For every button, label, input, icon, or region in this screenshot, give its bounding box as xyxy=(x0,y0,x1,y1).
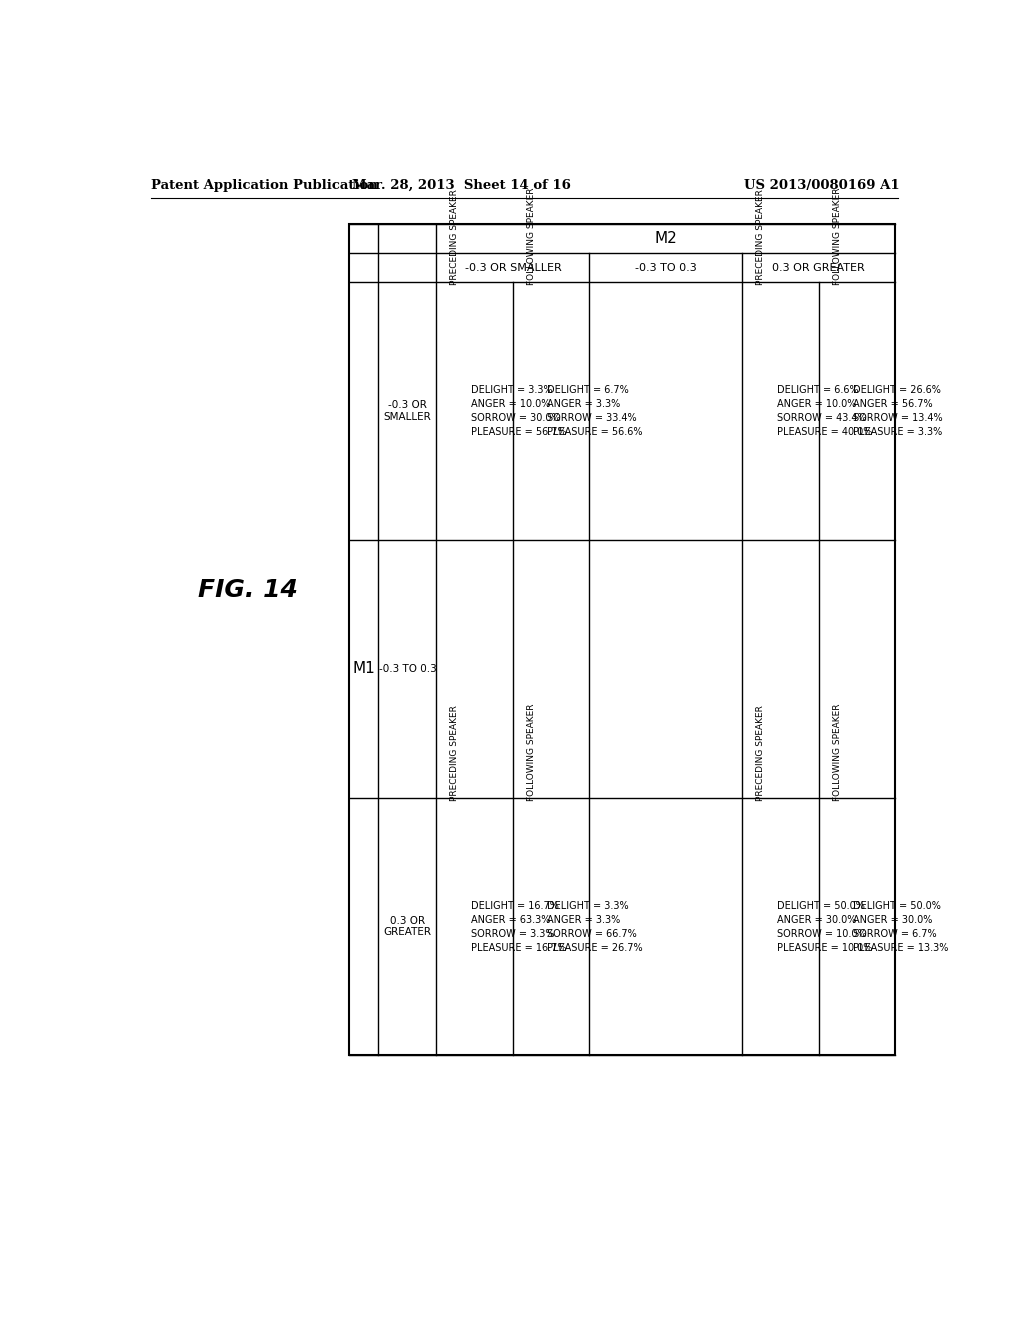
Text: DELIGHT = 6.6%
ANGER = 10.0%
SORROW = 43.4%
PLEASURE = 40.0%: DELIGHT = 6.6% ANGER = 10.0% SORROW = 43… xyxy=(777,385,872,437)
Text: M2: M2 xyxy=(654,231,677,246)
Text: DELIGHT = 3.3%
ANGER = 3.3%
SORROW = 66.7%
PLEASURE = 26.7%: DELIGHT = 3.3% ANGER = 3.3% SORROW = 66.… xyxy=(547,900,643,953)
Text: -0.3 OR SMALLER: -0.3 OR SMALLER xyxy=(465,263,561,273)
Text: FOLLOWING SPEAKER: FOLLOWING SPEAKER xyxy=(526,187,536,285)
Text: FOLLOWING SPEAKER: FOLLOWING SPEAKER xyxy=(833,187,842,285)
Bar xyxy=(349,224,895,1056)
Text: -0.3 OR
SMALLER: -0.3 OR SMALLER xyxy=(384,400,431,422)
Text: FOLLOWING SPEAKER: FOLLOWING SPEAKER xyxy=(833,704,842,801)
Text: -0.3 TO 0.3: -0.3 TO 0.3 xyxy=(379,664,436,675)
Text: DELIGHT = 50.0%
ANGER = 30.0%
SORROW = 10.0%
PLEASURE = 10.0%: DELIGHT = 50.0% ANGER = 30.0% SORROW = 1… xyxy=(777,900,872,953)
Text: FIG. 14: FIG. 14 xyxy=(199,578,298,602)
Text: -0.3 TO 0.3: -0.3 TO 0.3 xyxy=(635,263,696,273)
Text: Mar. 28, 2013  Sheet 14 of 16: Mar. 28, 2013 Sheet 14 of 16 xyxy=(352,180,570,193)
Text: PRECEDING SPEAKER: PRECEDING SPEAKER xyxy=(451,705,459,801)
Text: 0.3 OR GREATER: 0.3 OR GREATER xyxy=(772,263,865,273)
Text: DELIGHT = 6.7%
ANGER = 3.3%
SORROW = 33.4%
PLEASURE = 56.6%: DELIGHT = 6.7% ANGER = 3.3% SORROW = 33.… xyxy=(547,385,643,437)
Text: DELIGHT = 50.0%
ANGER = 30.0%
SORROW = 6.7%
PLEASURE = 13.3%: DELIGHT = 50.0% ANGER = 30.0% SORROW = 6… xyxy=(853,900,948,953)
Text: US 2013/0080169 A1: US 2013/0080169 A1 xyxy=(743,180,899,193)
Text: DELIGHT = 16.7%
ANGER = 63.3%
SORROW = 3.3%
PLEASURE = 16.7%: DELIGHT = 16.7% ANGER = 63.3% SORROW = 3… xyxy=(471,900,566,953)
Text: DELIGHT = 26.6%
ANGER = 56.7%
SORROW = 13.4%
PLEASURE = 3.3%: DELIGHT = 26.6% ANGER = 56.7% SORROW = 1… xyxy=(853,385,943,437)
Text: M1: M1 xyxy=(352,661,375,676)
Text: DELIGHT = 3.3%
ANGER = 10.0%
SORROW = 30.0%
PLEASURE = 56.7%: DELIGHT = 3.3% ANGER = 10.0% SORROW = 30… xyxy=(471,385,566,437)
Text: PRECEDING SPEAKER: PRECEDING SPEAKER xyxy=(756,190,765,285)
Text: PRECEDING SPEAKER: PRECEDING SPEAKER xyxy=(756,705,765,801)
Text: PRECEDING SPEAKER: PRECEDING SPEAKER xyxy=(451,190,459,285)
Text: 0.3 OR
GREATER: 0.3 OR GREATER xyxy=(383,916,431,937)
Text: Patent Application Publication: Patent Application Publication xyxy=(152,180,378,193)
Text: FOLLOWING SPEAKER: FOLLOWING SPEAKER xyxy=(526,704,536,801)
